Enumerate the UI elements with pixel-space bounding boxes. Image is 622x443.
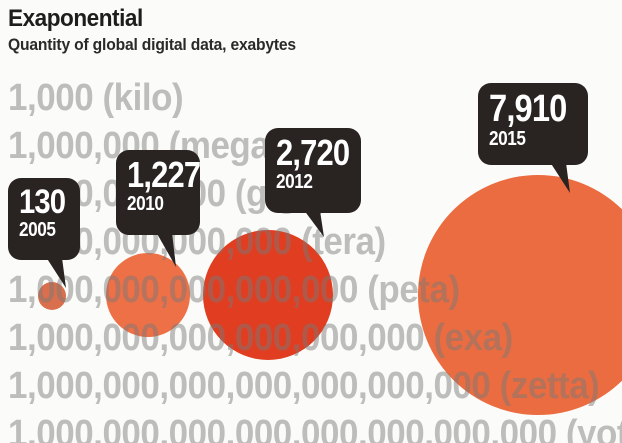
value-callout-2015: 7,910 2015 [478,83,588,193]
callout-text: 7,910 2015 [489,88,567,151]
scale-row-yotta: 1,000,000,000,000,000,000,000,000 (yotta… [8,413,622,443]
data-bubble-2012 [203,230,333,360]
header: Exaponential Quantity of global digital … [8,5,321,55]
data-year-label: 2012 [276,171,313,193]
data-year-label: 2010 [127,193,164,215]
value-callout-2010: 1,227 2010 [116,150,201,267]
value-callout-2012: 2,720 2012 [265,128,361,237]
page-subtitle: Quantity of global digital data, exabyte… [8,35,296,55]
value-callout-2005: 130 2005 [8,178,80,288]
data-bubble-2005 [38,282,66,310]
data-value-label: 7,910 [489,88,567,130]
data-bubble-2010 [106,253,190,337]
callout-text: 2,720 2012 [276,132,350,194]
data-year-label: 2005 [19,219,56,241]
data-value-label: 1,227 [127,154,201,195]
scale-row-peta: 1,000,000,000,000,000 (peta) [8,269,460,311]
scale-row-exa: 1,000,000,000,000,000,000 (exa) [8,317,513,359]
scale-row-kilo: 1,000 (kilo) [8,77,184,119]
data-bubble-2015 [418,175,622,415]
data-value-label: 130 [19,183,66,221]
page-title: Exaponential [8,5,143,32]
callout-text: 1,227 2010 [127,154,201,216]
data-year-label: 2015 [489,128,526,150]
data-value-label: 2,720 [276,132,350,173]
scale-row-zetta: 1,000,000,000,000,000,000,000 (zetta) [8,365,600,407]
callout-text: 130 2005 [19,183,66,242]
